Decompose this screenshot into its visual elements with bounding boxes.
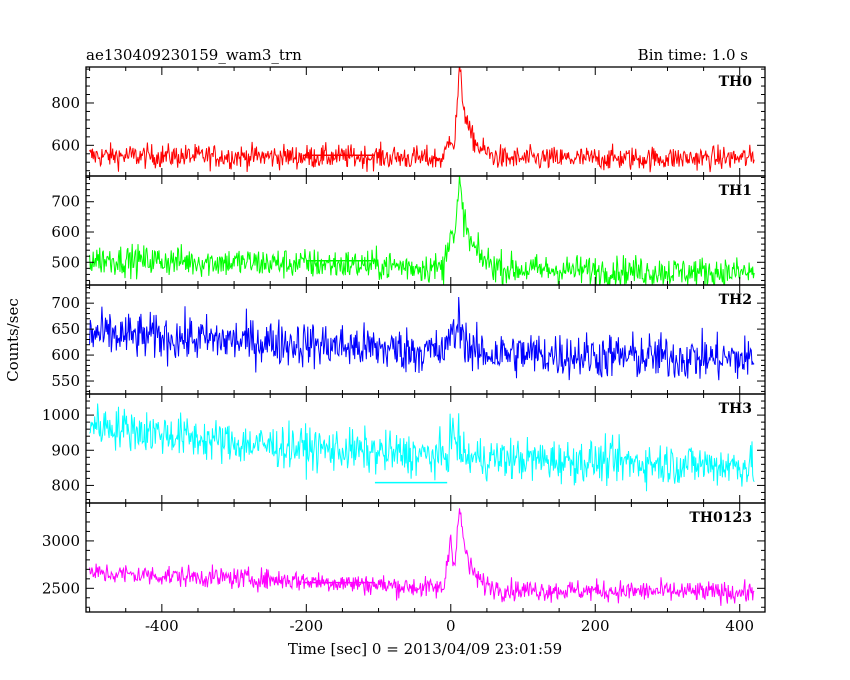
panel-label-th0123: TH0123 — [689, 510, 752, 526]
y-tick-label: 3000 — [42, 532, 80, 550]
chart-subtitle: Bin time: 1.0 s — [638, 46, 748, 64]
panel-th3: 800 900 1000 TH3 — [42, 393, 766, 504]
y-axis-label: Counts/sec — [4, 298, 22, 382]
panel-frame — [85, 393, 766, 504]
panel-label-th1: TH1 — [719, 183, 752, 199]
panel-th0123: 2500 3000 TH0123 — [42, 502, 766, 613]
chart-title: ae130409230159_wam3_trn — [86, 46, 302, 64]
panel-frame — [85, 502, 766, 613]
series-line-th1 — [89, 176, 755, 285]
x-tick-label: -400 — [145, 617, 179, 635]
panel-th0: 600 800 TH0 — [51, 66, 766, 177]
panel-label-th3: TH3 — [719, 401, 752, 417]
y-tick-label: 2500 — [42, 579, 80, 597]
x-tick-label: 400 — [725, 617, 754, 635]
y-tick-label: 600 — [51, 346, 80, 364]
panel-label-th0: TH0 — [719, 74, 753, 90]
series-line-th2 — [89, 296, 755, 381]
x-tick-label: 200 — [581, 617, 610, 635]
series-line-th3 — [89, 403, 755, 492]
y-tick-label: 650 — [51, 320, 80, 338]
panels-group: 600 800 TH0 500 600 700 TH1 550 600 650 700 TH2 800 9… — [42, 66, 766, 635]
y-tick-label: 700 — [51, 294, 80, 312]
y-tick-label: 800 — [51, 94, 80, 112]
y-tick-label: 600 — [51, 223, 80, 241]
y-tick-label: 600 — [51, 136, 80, 154]
y-tick-label: 500 — [51, 253, 80, 271]
panel-th2: 550 600 650 700 TH2 — [51, 284, 766, 395]
x-tick-label: 0 — [446, 617, 456, 635]
y-tick-label: 800 — [51, 476, 80, 494]
series-line-th0123 — [89, 508, 755, 606]
panel-label-th2: TH2 — [719, 292, 752, 308]
series-line-th0 — [89, 67, 755, 173]
panel-th1: 500 600 700 TH1 — [51, 175, 766, 286]
y-tick-label: 900 — [51, 441, 80, 459]
y-tick-label: 700 — [51, 193, 80, 211]
x-tick-label: -200 — [289, 617, 323, 635]
x-axis-label: Time [sec] 0 = 2013/04/09 23:01:59 — [288, 640, 562, 658]
y-tick-label: 1000 — [42, 406, 80, 424]
y-tick-label: 550 — [51, 372, 80, 390]
